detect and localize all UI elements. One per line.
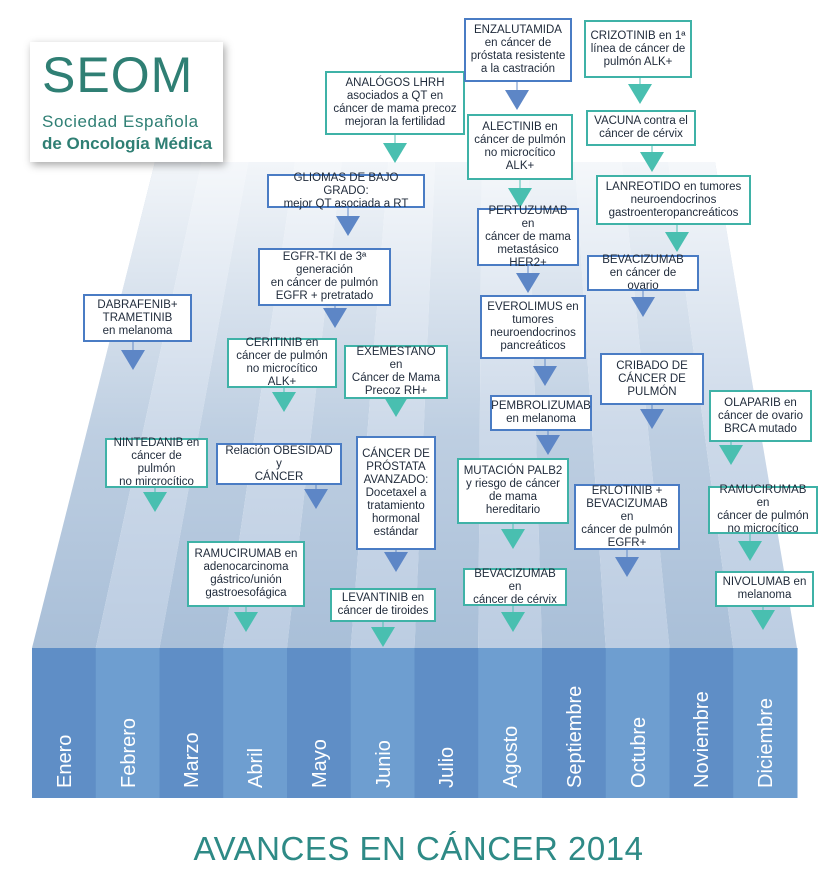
milestone-marker-teal [501,612,525,632]
milestone-enzalutamida: ENZALUTAMIDA en cáncer de próstata resis… [464,18,572,82]
milestone-marker-teal [383,143,407,163]
month-label-noviembre: Noviembre [691,691,714,788]
milestone-marker-blue [505,90,529,110]
month-band-diciembre [733,648,798,798]
milestone-marker-teal [640,152,664,172]
milestone-cancer-de: CÁNCER DE PRÓSTATA AVANZADO: Docetaxel a… [356,436,436,550]
month-band-octubre [605,648,670,798]
milestone-nivolumab-en: NIVOLUMAB en melanoma [715,571,814,607]
milestone-bevacizumab-en: BEVACIZUMAB en cáncer de cérvix [463,568,567,606]
milestone-lanreotido-en-tumores: LANREOTIDO en tumores neuroendocrinos ga… [596,175,751,225]
month-label-abril: Abril [245,747,268,788]
milestone-marker-teal [143,492,167,512]
month-band-noviembre [669,648,734,798]
milestone-ramucirumab-en: RAMUCIRUMAB en adenocarcinoma gástrico/u… [187,541,305,607]
milestone-marker-teal [508,188,532,208]
milestone-pembrolizumab: PEMBROLIZUMAB en melanoma [490,395,592,431]
milestone-everolimus-en: EVEROLIMUS en tumores neuroendocrinos pa… [480,295,586,359]
logo-acronym: SEOM [42,47,194,103]
milestone-nintedanib-en: NINTEDANIB en cáncer de pulmón no mircro… [105,437,208,488]
milestone-marker-blue [536,435,560,455]
milestone-marker-teal [665,232,689,252]
month-label-marzo: Marzo [181,732,204,788]
month-label-septiembre: Septiembre [563,685,586,788]
month-band-mayo [287,648,352,798]
milestone-marker-blue [336,216,360,236]
month-band-marzo [159,648,224,798]
month-band-abril [223,648,288,798]
milestone-marker-blue [516,273,540,293]
milestone-levantinib-en: LEVANTINIB en cáncer de tiroides [330,588,436,622]
milestone-exemestano-en: EXEMESTANO en Cáncer de Mama Precoz RH+ [344,345,448,399]
milestone-marker-teal [272,392,296,412]
milestone-egfr-tki-de-3-generacion: EGFR-TKI de 3ª generación en cáncer de p… [258,248,391,306]
milestone-marker-blue [640,409,664,429]
milestone-marker-blue [615,557,639,577]
milestone-pertuzumab-en: PERTUZUMAB en cáncer de mama metastásico… [477,205,579,269]
milestone-marker-blue [304,489,328,509]
milestone-dabrafenib: DABRAFENIB+ TRAMETINIB en melanoma [83,294,192,342]
month-band-julio [414,648,479,798]
milestone-crizotinib-en-1: CRIZOTINIB en 1ª línea de cáncer de pulm… [584,20,692,78]
month-band-junio [350,648,415,798]
month-label-mayo: Mayo [308,739,331,788]
milestone-mutacion-palb2: MUTACIÓN PALB2 y riesgo de cáncer de mam… [457,458,569,524]
logo-line-1: Sociedad Española [42,112,199,131]
page-title: AVANCES EN CÁNCER 2014 [193,830,644,867]
milestone-erlotinib: ERLOTINIB + BEVACIZUMAB en cáncer de pul… [574,484,680,550]
milestone-relacion-obesidad-y: Relación OBESIDAD y CÁNCER [216,443,342,485]
milestone-ceritinib-en: CERITINIB en cáncer de pulmón no microcí… [227,337,337,388]
month-band-enero [32,648,97,798]
month-label-febrero: Febrero [117,717,140,788]
milestone-marker-teal [738,541,762,561]
milestone-marker-blue [121,350,145,370]
milestone-marker-blue [631,297,655,317]
month-band-septiembre [542,648,607,798]
milestone-marker-blue [533,366,557,386]
milestone-cribado-de: CRIBADO DE CÁNCER DE PULMÓN [600,353,704,405]
milestone-alectinib-en: ALECTINIB en cáncer de pulmón no microcí… [467,114,573,180]
milestone-marker-blue [323,308,347,328]
milestone-olaparib-en: OLAPARIB en cáncer de ovario BRCA mutado [709,390,812,442]
milestone-marker-teal [719,445,743,465]
month-band-febrero [95,648,160,798]
milestone-marker-teal [234,612,258,632]
milestone-marker-teal [501,529,525,549]
month-label-enero: Enero [53,734,76,788]
milestone-analogos-lhrh: ANALÓGOS LHRH asociados a QT en cáncer d… [325,71,465,135]
milestone-marker-teal [384,397,408,417]
milestone-marker-blue [384,552,408,572]
milestone-marker-teal [628,84,652,104]
milestone-bevacizumab: BEVACIZUMAB en cáncer de ovario [587,254,699,292]
month-label-diciembre: Diciembre [755,697,778,788]
milestone-marker-teal [751,610,775,630]
milestone-marker-teal [371,627,395,647]
milestone-vacuna-contra-el: VACUNA contra el cáncer de cérvix [586,110,696,146]
month-label-agosto: Agosto [500,725,523,788]
month-label-junio: Junio [372,740,395,788]
logo-line-2: de Oncología Médica [42,134,213,153]
milestone-gliomas-de-bajo-grado: GLIOMAS DE BAJO GRADO: mejor QT asociada… [267,172,425,210]
milestone-ramucirumab-en: RAMUCIRUMAB en cáncer de pulmón no micro… [708,484,818,535]
month-label-octubre: Octubre [627,716,650,788]
month-label-julio: Julio [436,746,459,788]
month-band-agosto [478,648,543,798]
seom-logo: SEOM Sociedad Española de Oncología Médi… [30,42,223,162]
